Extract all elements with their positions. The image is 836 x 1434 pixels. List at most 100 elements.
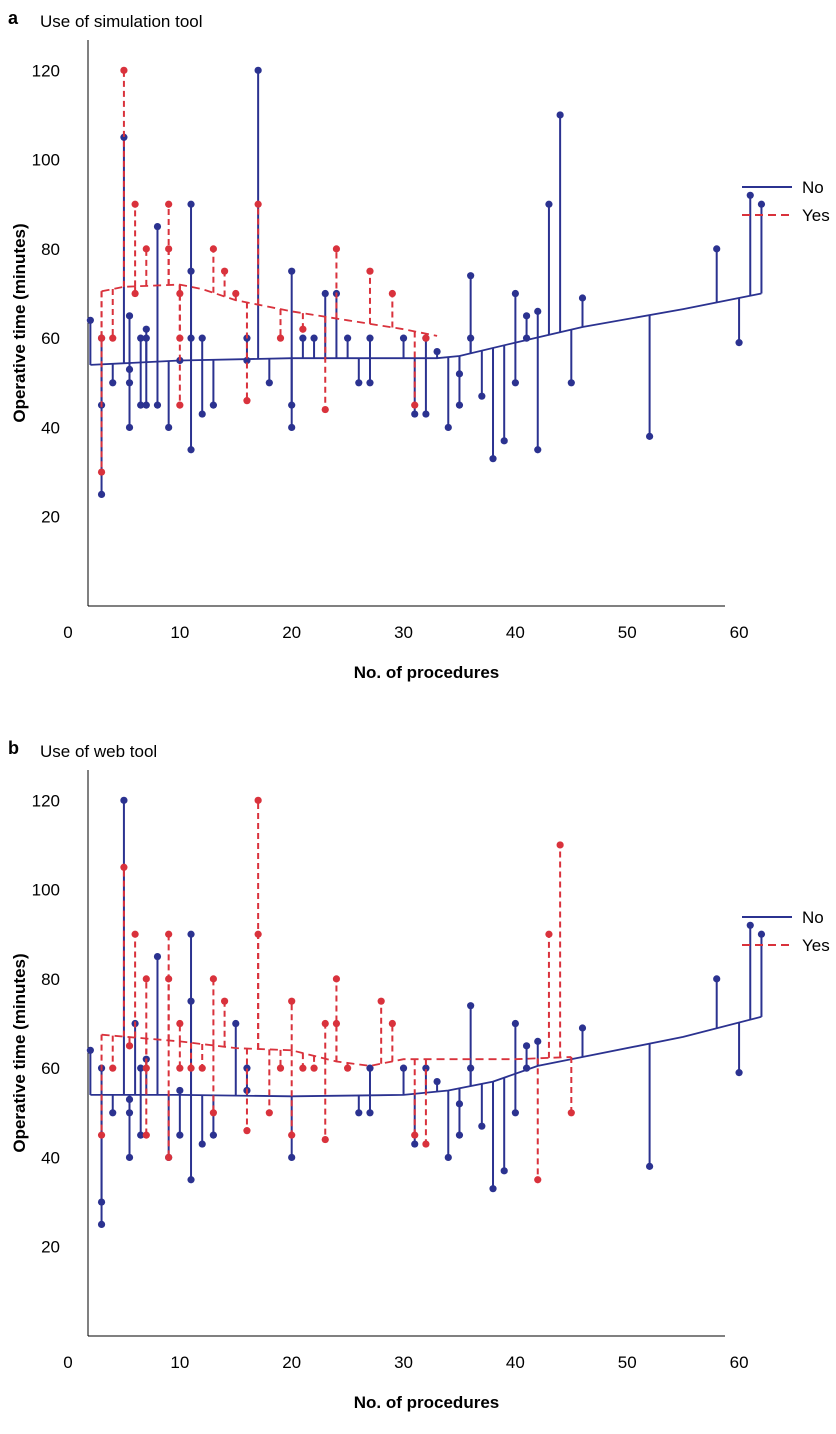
data-point-yes bbox=[131, 200, 139, 208]
data-point-yes bbox=[209, 1109, 217, 1117]
data-point-no bbox=[288, 1153, 296, 1162]
data-point-no bbox=[411, 410, 419, 418]
data-point-no bbox=[125, 423, 134, 432]
x-tick-label: 30 bbox=[394, 623, 413, 642]
data-point-yes bbox=[422, 1140, 430, 1148]
y-tick-label: 20 bbox=[41, 1238, 60, 1257]
trend-line-no bbox=[90, 1015, 762, 1098]
panel-letter: b bbox=[8, 738, 19, 758]
data-point-yes bbox=[388, 1019, 396, 1028]
data-point-no bbox=[153, 222, 162, 231]
y-tick-label: 120 bbox=[32, 791, 60, 810]
data-point-yes bbox=[411, 1131, 419, 1139]
y-axis-label: Operative time (minutes) bbox=[10, 953, 29, 1152]
data-point-no bbox=[713, 975, 721, 983]
chart-title: Use of web tool bbox=[40, 742, 158, 761]
y-axis-label: Operative time (minutes) bbox=[10, 223, 29, 422]
data-point-no bbox=[109, 379, 117, 387]
data-point-no bbox=[735, 339, 743, 347]
data-point-no bbox=[321, 289, 329, 298]
data-point-no bbox=[511, 379, 519, 387]
x-tick-label: 10 bbox=[170, 1353, 189, 1372]
y-tick-label: 60 bbox=[41, 1059, 60, 1078]
data-point-yes bbox=[534, 1176, 542, 1184]
data-point-no bbox=[511, 1109, 519, 1117]
data-point-yes bbox=[254, 200, 262, 208]
data-point-no bbox=[522, 312, 531, 320]
y-tick-label: 20 bbox=[41, 508, 60, 527]
data-point-no bbox=[735, 1069, 743, 1077]
y-tick-label: 40 bbox=[41, 1148, 60, 1167]
chart-svg-web: 0 10 20 30 40 50 60 20 40 60 80 100 120 No. of proced… bbox=[10, 770, 830, 1412]
data-point-yes bbox=[142, 1064, 150, 1072]
data-point-no bbox=[478, 1122, 486, 1130]
legend-label-no: No bbox=[802, 178, 824, 197]
data-point-no bbox=[299, 334, 307, 342]
data-point-yes bbox=[165, 245, 173, 253]
data-point-no bbox=[165, 423, 173, 432]
chart-panel-b: b Use of web tool 0 10 20 30 40 50 60 20 40 60 80 1… bbox=[0, 730, 836, 1434]
data-point-yes bbox=[254, 930, 262, 938]
data-point-no bbox=[209, 401, 217, 409]
data-point-yes bbox=[299, 1064, 307, 1072]
data-point-no bbox=[422, 410, 430, 418]
data-point-yes bbox=[332, 245, 341, 253]
data-point-no bbox=[757, 930, 766, 938]
data-point-yes bbox=[120, 66, 128, 74]
data-point-no bbox=[455, 401, 464, 409]
data-point-no bbox=[265, 379, 273, 387]
y-tick-label: 100 bbox=[32, 881, 60, 900]
data-point-yes bbox=[109, 1064, 117, 1072]
data-point-no bbox=[209, 1131, 217, 1139]
data-point-yes bbox=[366, 267, 374, 275]
data-point-yes bbox=[142, 1131, 150, 1139]
data-point-no bbox=[366, 334, 374, 342]
data-point-no bbox=[355, 379, 363, 387]
x-tick-label: 50 bbox=[618, 1353, 637, 1372]
data-point-yes bbox=[377, 997, 385, 1005]
data-point-no bbox=[142, 401, 150, 409]
data-point-yes bbox=[344, 1064, 352, 1072]
data-point-yes bbox=[265, 1109, 273, 1117]
data-point-no bbox=[646, 432, 654, 440]
data-point-yes bbox=[411, 401, 419, 409]
data-point-no bbox=[478, 392, 486, 400]
data-point-yes bbox=[332, 1019, 341, 1028]
data-point-yes bbox=[120, 863, 128, 871]
data-point-yes bbox=[288, 1131, 296, 1139]
legend-label-yes: Yes bbox=[802, 206, 830, 225]
data-point-yes bbox=[288, 997, 296, 1005]
x-tick-label: 20 bbox=[282, 623, 301, 642]
x-tick-label: 60 bbox=[730, 1353, 749, 1372]
data-point-yes bbox=[142, 975, 150, 983]
data-point-no bbox=[310, 334, 318, 342]
data-point-yes bbox=[97, 468, 106, 476]
legend-label-no: No bbox=[802, 908, 824, 927]
trend-line-yes bbox=[101, 283, 438, 337]
data-point-no bbox=[153, 401, 162, 409]
data-point-yes bbox=[232, 289, 240, 298]
data-point-no bbox=[467, 272, 475, 280]
data-point-yes bbox=[310, 1064, 318, 1072]
data-point-yes bbox=[321, 405, 329, 414]
data-point-no bbox=[176, 1131, 184, 1139]
data-point-yes bbox=[321, 1135, 329, 1144]
data-point-yes bbox=[332, 975, 341, 983]
data-point-yes bbox=[109, 334, 117, 342]
x-tick-label: 40 bbox=[506, 1353, 525, 1372]
data-point-yes bbox=[97, 1131, 106, 1139]
data-point-no bbox=[366, 1109, 374, 1117]
x-tick-label: 50 bbox=[618, 623, 637, 642]
data-point-no bbox=[511, 289, 519, 298]
data-point-no bbox=[137, 401, 145, 409]
data-point-yes bbox=[567, 1109, 575, 1117]
data-point-yes bbox=[176, 289, 184, 298]
data-point-no bbox=[243, 1064, 251, 1072]
data-point-yes bbox=[176, 401, 184, 409]
data-point-no bbox=[444, 423, 452, 432]
x-axis-label: No. of procedures bbox=[354, 1393, 499, 1412]
data-point-no bbox=[746, 191, 754, 199]
data-point-yes bbox=[176, 1019, 184, 1028]
data-point-no bbox=[137, 1131, 145, 1139]
data-point-no bbox=[433, 1077, 441, 1086]
